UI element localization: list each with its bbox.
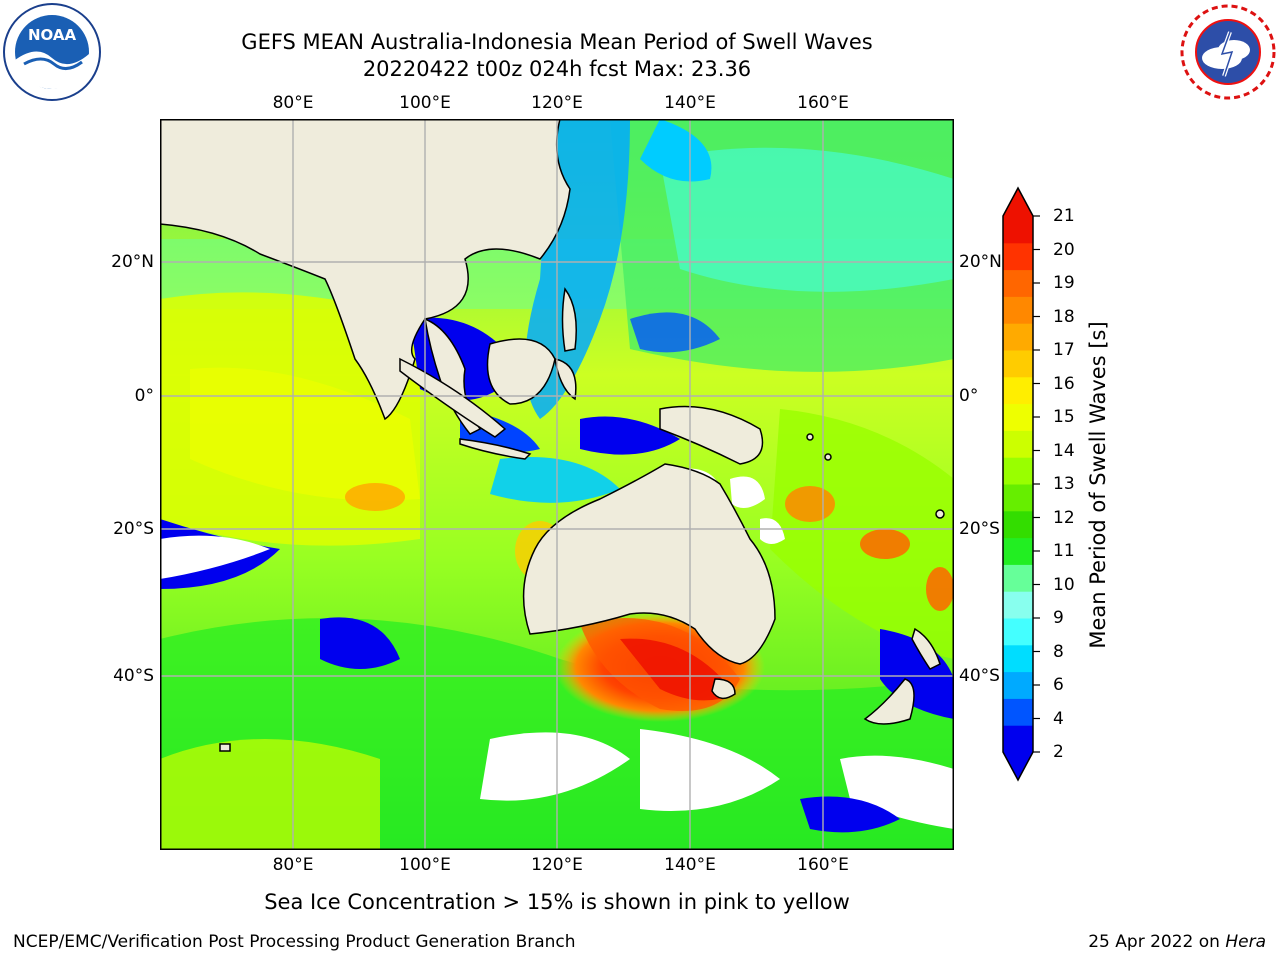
colorbar-segment (1003, 350, 1033, 378)
colorbar (1002, 186, 1040, 782)
footer-host: Hera (1225, 932, 1266, 952)
colorbar-segment (1003, 242, 1033, 271)
chart-subtitle: 20220422 t00z 024h fcst Max: 23.36 (362, 57, 752, 81)
lat-label-right: 20°S (959, 519, 1000, 539)
colorbar-segment (1003, 618, 1033, 646)
colorbar-tick-label: 11 (1053, 541, 1075, 561)
lon-label-bottom: 120°E (531, 855, 583, 875)
colorbar-tick-label: 10 (1053, 574, 1075, 595)
colorbar-segment (1003, 671, 1033, 699)
colorbar-tick-label: 12 (1053, 507, 1075, 528)
nws-logo (1180, 4, 1276, 100)
colorbar-tick-label: 20 (1053, 239, 1075, 260)
lon-label-top: 140°E (664, 93, 716, 113)
footer-date: 25 Apr 2022 on Hera (1088, 932, 1266, 952)
footer-date-text: 25 Apr 2022 on (1088, 932, 1226, 952)
lon-label-bottom: 80°E (272, 855, 314, 875)
colorbar-tick-label: 13 (1053, 474, 1075, 494)
colorbar-tick-label: 17 (1053, 340, 1075, 360)
colorbar-segment (1003, 564, 1033, 592)
colorbar-tick-label: 2 (1053, 742, 1064, 762)
swell-period-map (160, 119, 954, 850)
colorbar-label: Mean Period of Swell Waves [s] (1086, 321, 1110, 649)
map-gridlines (160, 119, 954, 850)
colorbar-tick-label: 9 (1053, 608, 1064, 628)
colorbar-segment (1003, 296, 1033, 324)
lon-label-top: 80°E (272, 93, 314, 113)
colorbar-tick-label: 15 (1053, 407, 1075, 427)
colorbar-tick-label: 21 (1053, 206, 1075, 226)
colorbar-tick-label: 18 (1053, 306, 1075, 327)
colorbar-tick-label: 4 (1053, 708, 1064, 729)
colorbar-tick-label: 8 (1053, 641, 1064, 662)
lon-label-bottom: 100°E (399, 855, 451, 875)
colorbar-segment (1003, 484, 1033, 512)
sea-ice-note: Sea Ice Concentration > 15% is shown in … (264, 890, 850, 914)
colorbar-segment (1003, 510, 1033, 539)
colorbar-segment (1003, 323, 1033, 351)
colorbar-extend-bottom (1003, 752, 1033, 780)
colorbar-segment (1003, 591, 1033, 619)
chart-title: GEFS MEAN Australia-Indonesia Mean Perio… (241, 30, 873, 54)
lat-label-left: 40°S (113, 666, 154, 686)
lat-label-left: 20°N (111, 252, 154, 272)
colorbar-segment (1003, 537, 1033, 565)
colorbar-segment (1003, 403, 1033, 431)
lon-label-top: 120°E (531, 93, 583, 113)
colorbar-segment (1003, 430, 1033, 458)
lon-label-top: 160°E (797, 93, 849, 113)
colorbar-tick-label: 6 (1053, 675, 1064, 695)
noaa-logo-text: NOAA (28, 26, 77, 44)
footer-credit: NCEP/EMC/Verification Post Processing Pr… (13, 932, 576, 952)
colorbar-extend-top (1003, 188, 1033, 216)
colorbar-segment (1003, 698, 1033, 726)
colorbar-segment (1003, 376, 1033, 405)
lat-label-left: 20°S (113, 519, 154, 539)
lat-label-left: 0° (134, 386, 154, 406)
noaa-logo: NOAA (3, 3, 101, 101)
colorbar-segment (1003, 269, 1033, 297)
lat-label-right: 20°N (959, 252, 1002, 272)
colorbar-segment (1003, 216, 1033, 244)
colorbar-segment (1003, 457, 1033, 485)
lat-label-right: 0° (959, 386, 979, 406)
colorbar-tick-label: 14 (1053, 440, 1075, 461)
lon-label-bottom: 140°E (664, 855, 716, 875)
lon-label-top: 100°E (399, 93, 451, 113)
colorbar-segment (1003, 644, 1033, 673)
colorbar-tick-label: 19 (1053, 273, 1075, 293)
colorbar-tick-label: 16 (1053, 373, 1075, 394)
lon-label-bottom: 160°E (797, 855, 849, 875)
colorbar-segment (1003, 725, 1033, 753)
lat-label-right: 40°S (959, 666, 1000, 686)
